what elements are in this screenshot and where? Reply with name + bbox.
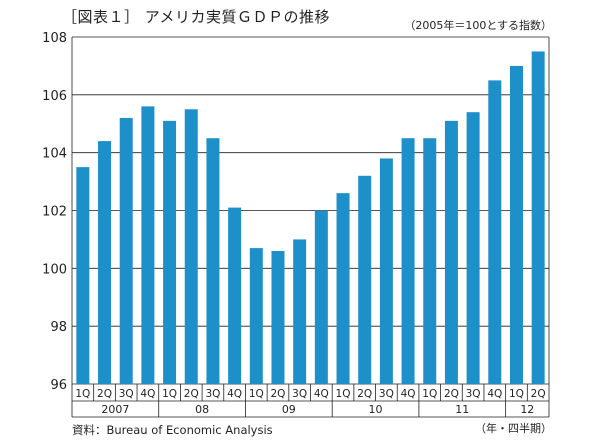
bar (206, 138, 220, 384)
bar (466, 112, 480, 384)
y-tick-label: 96 (50, 378, 67, 393)
bar (488, 80, 502, 384)
bar (509, 65, 523, 385)
bar (314, 210, 328, 384)
x-tick-label: 2Q (531, 388, 546, 400)
x-tick-label: 4Q (314, 388, 329, 400)
x-tick-label: 4Q (401, 388, 416, 400)
source-note: 資料：Bureau of Economic Analysis (72, 423, 273, 437)
year-label: 11 (455, 403, 469, 416)
x-tick-label: 2Q (184, 388, 199, 400)
y-tick-label: 98 (50, 320, 67, 335)
bar (271, 250, 285, 384)
bar (98, 141, 112, 384)
year-label: 10 (369, 403, 383, 416)
bars (76, 51, 545, 385)
bar (531, 51, 545, 384)
y-tick-label: 100 (42, 262, 67, 277)
bar (423, 138, 437, 384)
bar (119, 117, 133, 384)
x-tick-label: 3Q (379, 388, 394, 400)
bar (401, 138, 415, 384)
x-tick-label: 3Q (119, 388, 134, 400)
x-axis-table: 1Q 2Q 3Q 4Q 1Q 2Q 3Q 4Q 1Q 2Q 3Q 4Q 1Q 2Q 3Q 4Q 1Q 2Q 3Q 4Q… (71, 384, 550, 418)
x-tick-label: 4Q (140, 388, 155, 400)
x-tick-label: 1Q (75, 388, 90, 400)
x-tick-label: 2Q (271, 388, 286, 400)
x-tick-label: 1Q (162, 388, 177, 400)
x-tick-label: 4Q (487, 388, 502, 400)
y-tick-label: 104 (42, 147, 67, 162)
bar (444, 120, 458, 384)
x-tick-label: 1Q (336, 388, 351, 400)
chart-title: ［図表１］ アメリカ実質ＧＤＰの推移 (62, 8, 331, 26)
y-tick-label: 102 (42, 205, 67, 220)
bar (76, 167, 90, 384)
x-tick-label: 2Q (357, 388, 372, 400)
y-tick-label: 108 (42, 31, 67, 46)
bar (141, 106, 155, 385)
x-tick-label: 1Q (509, 388, 524, 400)
bar (336, 193, 350, 384)
year-label: 2007 (101, 403, 129, 416)
x-tick-label: 2Q (97, 388, 112, 400)
unit-note: （2005年＝100とする指数） (404, 19, 552, 32)
year-label: 08 (195, 403, 209, 416)
x-tick-label: 3Q (292, 388, 307, 400)
bar (249, 248, 263, 384)
x-tick-label: 1Q (249, 388, 264, 400)
x-tick-label: 1Q (422, 388, 437, 400)
bar (293, 239, 307, 384)
x-tick-label: 3Q (205, 388, 220, 400)
period-note: （年・四半期） (475, 422, 552, 435)
y-tick-labels: 96 98 100 102 104 106 108 (42, 31, 67, 393)
bar (379, 158, 393, 384)
x-tick-label: 4Q (227, 388, 242, 400)
x-tick-label: 2Q (444, 388, 459, 400)
bar (358, 175, 372, 384)
bar (228, 207, 242, 384)
year-label: 12 (520, 403, 534, 416)
bar (163, 120, 177, 384)
y-tick-label: 106 (42, 89, 67, 104)
bar (184, 109, 198, 385)
year-label: 09 (282, 403, 296, 416)
x-tick-label: 3Q (466, 388, 481, 400)
